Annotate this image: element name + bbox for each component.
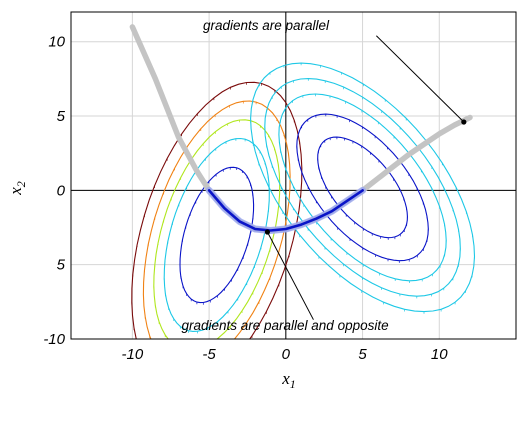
x-tick-label: 0 [282,346,291,363]
x-tick-label: 5 [358,346,367,363]
annotation-point [264,229,271,235]
y-axis-label: x2 [6,181,28,196]
plot-frame [70,11,517,340]
annotation-leader [266,231,314,320]
contour-tick-marks [131,82,303,338]
annotations: gradients are parallel gradients are para… [181,18,467,333]
y-tick-label: 5 [57,108,66,125]
y-tick-label: 10 [48,34,65,51]
tick-labels: -10 -5 0 5 10 -10 5 0 5 10 [43,34,448,363]
plot-area [71,12,516,339]
x-axis-label: x1 [281,369,296,391]
contour-groups [131,62,476,339]
series-line [207,189,364,232]
x-tick-label: 10 [431,346,448,363]
annotation-point [461,119,467,125]
x-tick-label: -5 [202,346,216,363]
annotation-leader [376,35,465,123]
contour-tick-marks [179,167,254,305]
x-tick-label: -10 [122,346,144,363]
y-tick-label: -10 [43,331,65,348]
contour-group-left [131,81,303,339]
y-tick-label: 0 [57,182,66,199]
annotation-text: gradients are parallel [203,18,330,33]
annotation-text: gradients are parallel and opposite [181,318,388,333]
y-tick-label: 5 [57,257,66,274]
zero-axes [71,12,516,339]
series-layer [129,24,473,234]
